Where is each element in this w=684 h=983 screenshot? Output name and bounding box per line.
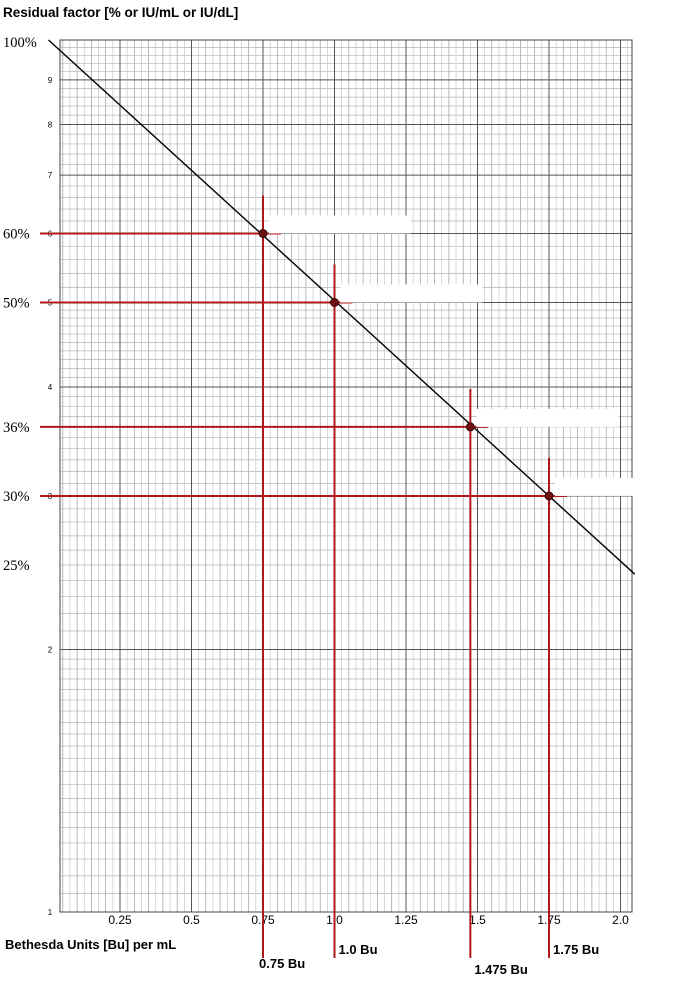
data-point [465, 422, 475, 432]
y-tick-label: 8 [48, 121, 53, 130]
bu-point-labels: 0.75 Bu 1.0 Bu 1.475 Bu 1.75 Bu [259, 942, 599, 977]
label-mask [476, 408, 619, 427]
x-tick-label: 2.0 [612, 913, 629, 927]
bu-point-label: 1.475 Bu [474, 962, 528, 977]
label-mask [340, 284, 483, 303]
reference-lines [40, 195, 684, 958]
label-mask [555, 477, 684, 496]
y-percent-label: 36% [3, 420, 30, 436]
x-tick-label: 1.5 [469, 913, 486, 927]
data-points [258, 228, 554, 501]
bu-point-label: 1.75 Bu [553, 942, 599, 957]
x-tick-label: 0.5 [183, 913, 200, 927]
y-percent-label: 60% [3, 226, 30, 242]
data-point [258, 228, 268, 238]
y-percent-label: 30% [3, 489, 30, 505]
data-point [330, 297, 339, 307]
y-percent-label: 50% [3, 295, 30, 311]
y-tick-label: 1 [48, 908, 53, 917]
x-tick-labels: 0.250.50.751.01.251.51.752.0 [108, 913, 629, 927]
y-axis-label: Residual factor [% or IU/mL or IU/dL] [3, 5, 238, 20]
bu-point-label: 0.75 Bu [259, 956, 305, 971]
y-percent-label: 25% [3, 558, 30, 574]
plot-frame [59, 39, 633, 913]
y-tick-label: 2 [48, 646, 53, 655]
y-percent-label: 100% [3, 35, 37, 51]
minor-grid [60, 40, 632, 912]
y-tick-label: 7 [48, 171, 53, 180]
data-point [544, 491, 554, 501]
x-tick-label: 0.25 [108, 913, 132, 927]
label-mask [269, 215, 411, 234]
y-tick-label: 9 [48, 76, 53, 85]
y-tick-label: 4 [48, 383, 53, 392]
bu-point-label: 1.0 Bu [339, 942, 378, 957]
residual-factor-line [48, 39, 636, 575]
y-percent-labels: 100% 60% 50% 36% 30% 25% [3, 35, 37, 574]
major-grid [60, 40, 632, 913]
x-tick-label: 1.25 [394, 913, 418, 927]
x-axis-label: Bethesda Units [Bu] per mL [5, 937, 176, 952]
